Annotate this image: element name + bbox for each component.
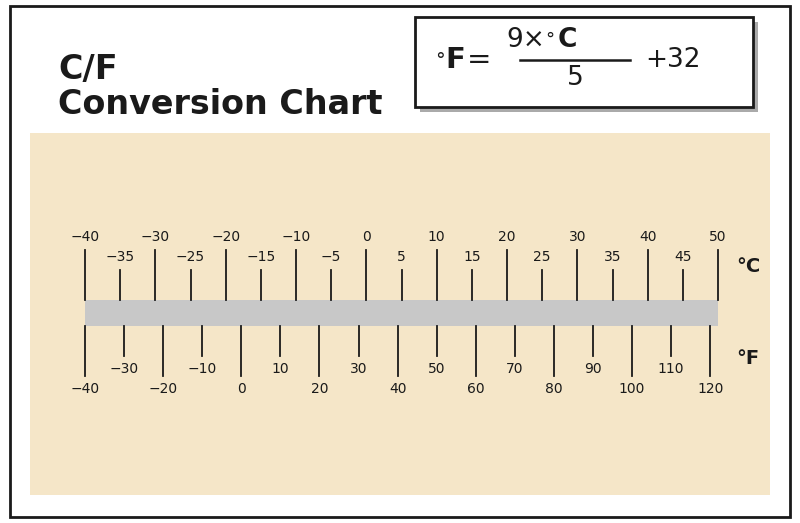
Text: °C: °C — [736, 257, 760, 277]
Bar — [415, 17, 753, 107]
Text: 35: 35 — [604, 250, 622, 264]
Text: 30: 30 — [350, 362, 367, 376]
Bar — [30, 133, 770, 495]
Text: −30: −30 — [110, 362, 138, 376]
Text: −40: −40 — [70, 230, 99, 244]
Text: −20: −20 — [149, 382, 178, 396]
Text: C: C — [558, 27, 578, 53]
Text: °F: °F — [736, 349, 759, 369]
Text: 60: 60 — [467, 382, 485, 396]
Text: F: F — [445, 46, 465, 74]
Text: 20: 20 — [310, 382, 328, 396]
Text: =: = — [467, 46, 491, 74]
Text: 25: 25 — [534, 250, 551, 264]
Text: 90: 90 — [584, 362, 602, 376]
Text: °: ° — [545, 31, 554, 49]
Text: −5: −5 — [321, 250, 342, 264]
Text: −25: −25 — [176, 250, 205, 264]
Text: 5: 5 — [566, 65, 583, 91]
Text: 110: 110 — [658, 362, 684, 376]
Text: C/F: C/F — [58, 53, 118, 86]
Text: 50: 50 — [428, 362, 446, 376]
Text: 10: 10 — [428, 230, 446, 244]
Text: 9×: 9× — [506, 27, 545, 53]
Text: 40: 40 — [639, 230, 657, 244]
Text: −35: −35 — [106, 250, 134, 264]
Text: −30: −30 — [141, 230, 170, 244]
Text: 100: 100 — [619, 382, 646, 396]
Text: 10: 10 — [271, 362, 289, 376]
Text: °: ° — [435, 51, 445, 70]
Text: −20: −20 — [211, 230, 240, 244]
Text: +32: +32 — [645, 47, 701, 73]
Text: −10: −10 — [282, 230, 310, 244]
Text: 45: 45 — [674, 250, 691, 264]
Text: 0: 0 — [237, 382, 246, 396]
Text: −10: −10 — [187, 362, 217, 376]
Text: 15: 15 — [463, 250, 481, 264]
Text: 80: 80 — [545, 382, 562, 396]
Text: 120: 120 — [697, 382, 723, 396]
Text: −15: −15 — [246, 250, 275, 264]
Text: 40: 40 — [389, 382, 406, 396]
Bar — [420, 22, 758, 112]
Text: −40: −40 — [70, 382, 99, 396]
Text: 30: 30 — [569, 230, 586, 244]
Text: 20: 20 — [498, 230, 516, 244]
Text: 0: 0 — [362, 230, 370, 244]
Text: Conversion Chart: Conversion Chart — [58, 88, 382, 121]
Bar — [85, 300, 718, 326]
Text: 50: 50 — [710, 230, 726, 244]
Text: 5: 5 — [397, 250, 406, 264]
Text: 70: 70 — [506, 362, 523, 376]
